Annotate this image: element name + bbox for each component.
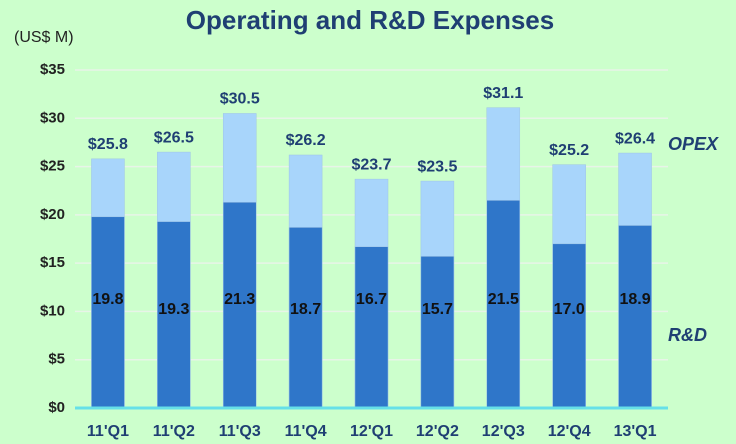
y-tick-label: $35	[40, 61, 65, 78]
x-tick-label: 11'Q2	[153, 423, 195, 440]
x-tick-label: 12'Q2	[416, 423, 459, 440]
value-label: $26.2	[286, 132, 326, 149]
x-tick-label: 12'Q3	[482, 423, 525, 440]
y-tick-label: $0	[48, 399, 65, 416]
value-label: 21.3	[224, 291, 255, 308]
value-label: 19.3	[158, 301, 189, 318]
y-tick-label: $5	[48, 351, 65, 368]
y-tick-label: $20	[40, 206, 65, 223]
y-tick-label: $15	[40, 254, 65, 271]
bar	[552, 243, 586, 409]
bar	[91, 216, 125, 409]
value-label: 21.5	[488, 291, 519, 308]
chart-title: Operating and R&D Expenses	[186, 5, 554, 35]
value-label: $23.7	[351, 156, 391, 173]
value-label: $30.5	[220, 91, 260, 108]
value-label: $25.2	[549, 142, 589, 159]
bar	[288, 227, 323, 409]
value-label: $25.8	[88, 136, 128, 153]
x-tick-label: 11'Q3	[219, 423, 261, 440]
value-label: $26.5	[154, 129, 194, 146]
value-label: 16.7	[356, 291, 387, 308]
value-label: $23.5	[417, 158, 457, 175]
y-axis-label: (US$ M)	[14, 29, 74, 46]
value-label: $31.1	[483, 85, 523, 102]
x-tick-label: 12'Q4	[548, 423, 591, 440]
bar	[618, 225, 652, 409]
value-label: 15.7	[422, 301, 453, 318]
x-tick-label: 12'Q1	[350, 423, 393, 440]
value-label: 17.0	[554, 301, 585, 318]
x-tick-label: 11'Q1	[87, 423, 129, 440]
value-label: 18.7	[290, 301, 321, 318]
value-label: 19.8	[92, 291, 123, 308]
x-tick-label: 13'Q1	[614, 423, 657, 440]
y-tick-label: $30	[40, 109, 65, 126]
y-tick-label: $25	[40, 158, 65, 175]
legend-label: OPEX	[668, 134, 719, 154]
legend-label: R&D	[668, 325, 707, 345]
y-tick-label: $10	[40, 302, 65, 319]
bar	[354, 246, 389, 409]
bar	[157, 221, 191, 409]
bar	[420, 256, 455, 409]
x-tick-label: 11'Q4	[285, 423, 327, 440]
bar	[222, 202, 257, 409]
value-label: 18.9	[619, 291, 650, 308]
value-label: $26.4	[615, 130, 655, 147]
bar	[486, 200, 521, 409]
